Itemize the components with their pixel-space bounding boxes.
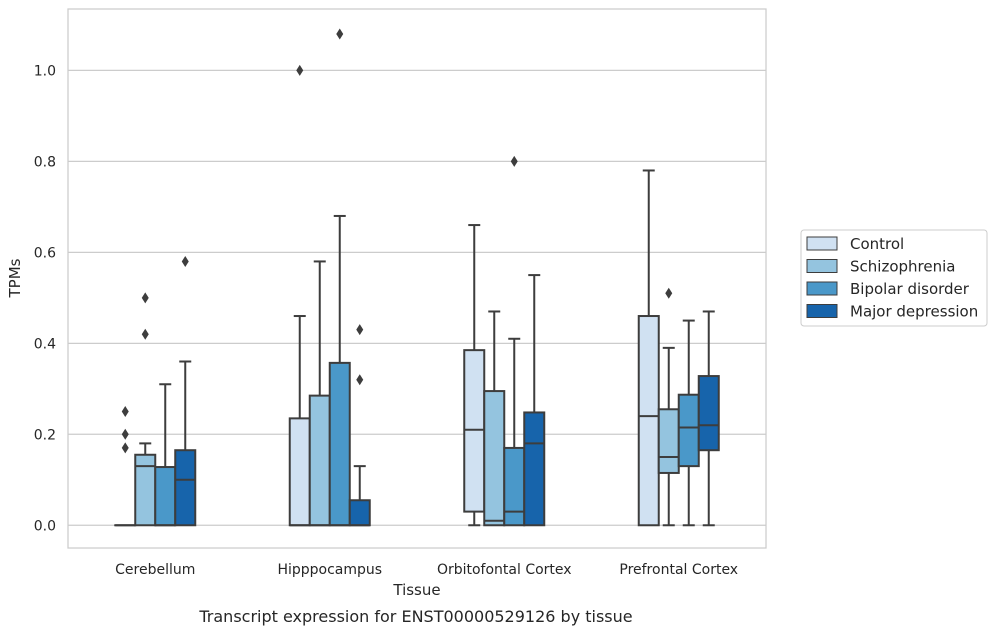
box [288, 64, 311, 527]
outlier-point [356, 374, 364, 386]
box-body [154, 466, 177, 527]
box-body [503, 446, 526, 527]
x-axis-ticks: Cerebellum Hipppocampus Orbitofontal Corte… [115, 562, 738, 578]
box-body [328, 361, 351, 527]
outlier-point [141, 328, 149, 340]
x-tick-label: Orbitofontal Cortex [437, 562, 572, 578]
outlier-point [510, 155, 518, 167]
y-tick-label: 0.6 [34, 245, 56, 261]
legend-swatch [806, 259, 838, 273]
y-axis-label: TPMs [6, 258, 24, 298]
box [328, 28, 351, 527]
legend-swatch [806, 304, 838, 318]
legend: Control Schizophrenia Bipolar disorder Majo… [800, 229, 988, 327]
outlier-point [121, 428, 129, 440]
series-control [114, 64, 660, 527]
box [697, 310, 720, 527]
legend-swatch [806, 236, 838, 251]
box [114, 406, 137, 527]
box [657, 287, 680, 527]
box-body [677, 393, 700, 468]
outlier-point [356, 324, 364, 336]
series-schizophrenia [134, 260, 680, 527]
y-tick-label: 0.4 [34, 336, 56, 352]
box-body [348, 499, 371, 527]
x-tick-label: Prefrontal Cortex [619, 562, 738, 578]
plot-area-frame [67, 8, 767, 549]
y-axis-ticks: 0.0 0.2 0.4 0.6 0.8 1.0 [34, 63, 56, 534]
y-tick-label: 0.2 [34, 427, 56, 443]
x-tick-label: Cerebellum [115, 562, 195, 578]
x-tick-label: Hipppocampus [277, 562, 382, 578]
outlier-point [181, 255, 189, 267]
box-series [114, 28, 720, 527]
legend-label: Major depression [850, 303, 978, 321]
box-body [288, 417, 311, 527]
y-tick-label: 0.8 [34, 154, 56, 170]
legend-swatch [806, 281, 838, 296]
legend-label: Schizophrenia [850, 258, 955, 276]
box-body [657, 408, 680, 474]
box [174, 255, 197, 527]
box-body [637, 315, 660, 527]
box [154, 383, 177, 527]
box [308, 260, 331, 527]
box-body [174, 449, 197, 527]
outlier-point [296, 64, 304, 76]
legend-label: Bipolar disorder [850, 280, 970, 298]
box [677, 319, 700, 527]
outlier-point [665, 287, 673, 299]
box-body [697, 375, 720, 452]
y-tick-label: 0.0 [34, 518, 56, 534]
box [463, 224, 486, 527]
outlier-point [121, 406, 129, 418]
box [523, 274, 546, 527]
box [483, 310, 506, 527]
outlier-point [121, 442, 129, 454]
outlier-point [141, 292, 149, 304]
legend-frame [800, 229, 988, 327]
box [503, 155, 526, 527]
series-major-depression [174, 255, 720, 527]
y-tick-label: 1.0 [34, 63, 56, 79]
box-body [463, 349, 486, 513]
box [134, 292, 157, 527]
box-body [308, 394, 331, 527]
series-bipolar-disorder [154, 28, 700, 527]
box-body [523, 411, 546, 527]
legend-label: Control [850, 235, 904, 253]
box [348, 324, 371, 527]
x-axis-label: Tissue [392, 581, 440, 599]
chart-caption: Transcript expression for ENST0000052912… [198, 607, 632, 626]
box-body [483, 390, 506, 527]
outlier-point [336, 28, 344, 40]
box [637, 169, 660, 527]
